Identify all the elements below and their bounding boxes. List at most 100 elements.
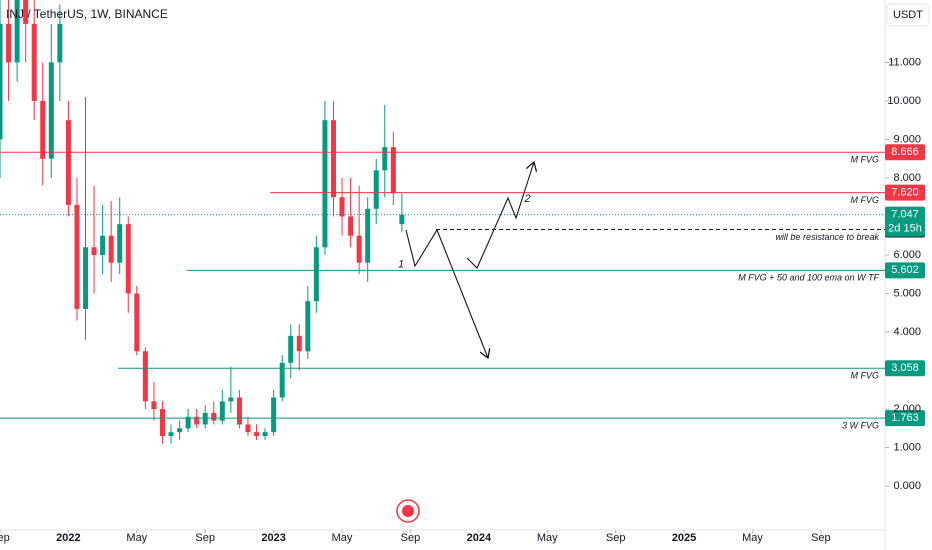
candle-body (6, 23, 12, 63)
candle-body (348, 216, 354, 236)
candle-body (134, 293, 140, 352)
y-tick-label: 4.000 (893, 326, 921, 338)
drawings (405, 162, 534, 358)
candle-body (48, 62, 54, 159)
candle-body (254, 432, 260, 437)
price-tag (885, 144, 925, 161)
level-note: 3 W FVG (842, 421, 879, 431)
level-note: M FVG + 50 and 100 ema on W TF (738, 273, 879, 283)
price-tag-label: 7.047 (891, 209, 919, 221)
level-note: M FVG (851, 195, 880, 205)
candle-body (288, 335, 294, 363)
candle-body (365, 208, 371, 263)
candle-body (330, 120, 336, 198)
candle-body (185, 416, 191, 429)
y-tick-label: 11.000 (888, 56, 921, 68)
candle-body (151, 401, 157, 410)
price-tag-label: 7.620 (891, 186, 919, 198)
candle-body (159, 409, 165, 437)
level-note: M FVG (851, 155, 880, 165)
candle-body (202, 412, 208, 425)
y-tick-label: 2.000 (893, 403, 921, 415)
x-tick-label: Sep (401, 532, 421, 544)
candle-body (271, 397, 277, 433)
y-tick-label: 9.000 (893, 133, 921, 145)
x-tick-label: 2025 (672, 532, 696, 544)
candle-body (219, 401, 225, 421)
x-tick-label: Sep (606, 532, 626, 544)
candle-body (83, 247, 89, 309)
candle-body (296, 335, 302, 352)
price-tag (885, 360, 925, 377)
candle-body (65, 120, 71, 205)
candle-body (31, 23, 37, 101)
candle-body (382, 147, 388, 171)
candle-body (23, 0, 29, 24)
candle-body (168, 432, 174, 437)
projection-arrow (466, 162, 534, 269)
candle-body (262, 432, 268, 437)
projection-arrow (405, 228, 488, 358)
x-tick-label: May (126, 532, 147, 544)
candle-body (0, 23, 3, 140)
currency[interactable]: USDT (893, 9, 923, 21)
candle-body (194, 416, 200, 425)
candle-body (14, 0, 20, 63)
x-tick-label: May (742, 532, 763, 544)
price-tag-label: 3.058 (891, 362, 919, 374)
candle-body (245, 424, 251, 433)
y-tick-label: 10.000 (887, 95, 921, 107)
logo (396, 499, 420, 523)
level-note: M FVG (851, 371, 880, 381)
candle-body (74, 204, 80, 309)
candle-body (91, 247, 97, 255)
x-tick-label: May (332, 532, 353, 544)
x-tick-label: Sep (195, 532, 215, 544)
x-tick-label: May (537, 532, 558, 544)
chart-title: INJ / TetherUS, 1W, BINANCE (6, 7, 168, 21)
candle-body (313, 247, 319, 302)
candles (0, 0, 405, 444)
price-tag (885, 262, 925, 279)
annotation: 1 (398, 259, 404, 271)
levels: M FVG 8.666 M FVG 7.620 will be resistance t… (0, 144, 925, 431)
y-tick-label: 0.000 (893, 480, 921, 492)
candle-body (339, 197, 345, 217)
y-tick-label: 1.000 (893, 441, 921, 453)
candle-body (40, 100, 46, 159)
countdown: 2d 15h (888, 223, 922, 235)
candle-body (117, 224, 123, 263)
candle-body (356, 235, 362, 263)
x-tick-label: Sep (811, 532, 831, 544)
y-tick-label: 6.000 (893, 249, 921, 261)
candle-body (279, 362, 285, 398)
candle-body (211, 412, 217, 421)
candle-body (305, 301, 311, 352)
candle-body (57, 23, 63, 63)
level-note: will be resistance to break (775, 232, 879, 242)
price-tag (885, 206, 925, 237)
candle-body (373, 170, 379, 209)
candle-body (100, 235, 106, 255)
x-tick-label: 2023 (261, 532, 285, 544)
x-tick-label: 2024 (467, 532, 492, 544)
price-tag-label: 1.763 (891, 412, 919, 424)
candle-body (322, 120, 328, 248)
x-tick-label: 2022 (56, 532, 80, 544)
candle-body (125, 224, 131, 294)
candle-body (142, 351, 148, 402)
price-tag-label: 5.602 (891, 264, 919, 276)
x-tick-label: Sep (0, 532, 10, 544)
candle-body (177, 428, 183, 433)
annotation: 2 (524, 193, 531, 205)
currency-button[interactable] (886, 3, 930, 27)
candle-body (228, 397, 234, 402)
candle-body (390, 147, 396, 194)
price-tag (885, 410, 925, 427)
y-tick-label: 5.000 (893, 287, 921, 299)
price-tag (885, 184, 925, 201)
candle-body (108, 235, 114, 263)
price-tag-label: 8.666 (891, 146, 919, 158)
